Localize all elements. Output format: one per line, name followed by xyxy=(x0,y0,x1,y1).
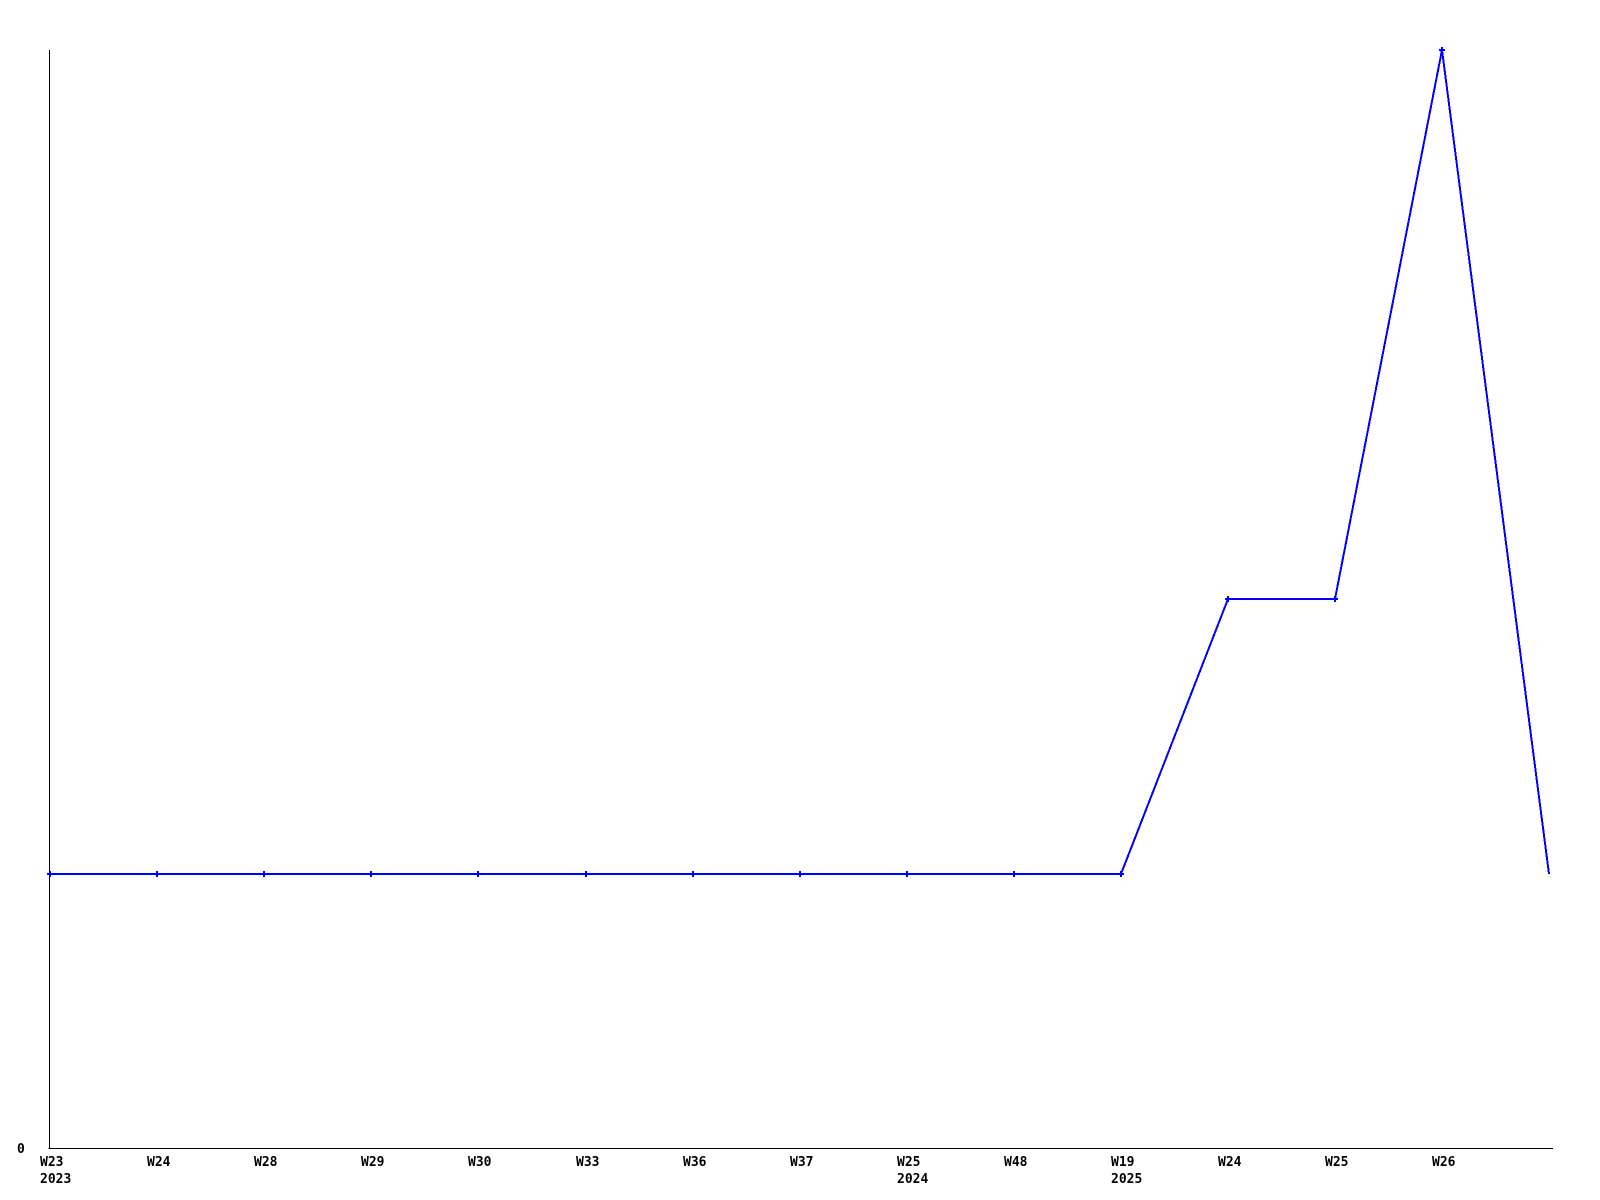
data-line xyxy=(50,49,1550,875)
data-point-marker xyxy=(475,871,481,877)
x-tick-label: W36 xyxy=(683,1155,707,1170)
data-point-marker xyxy=(368,871,374,877)
data-point-marker xyxy=(1011,871,1017,877)
x-year-label: 2023 xyxy=(40,1172,72,1187)
data-point-marker xyxy=(261,871,267,877)
data-point-marker xyxy=(797,871,803,877)
data-point-marker xyxy=(1439,47,1445,53)
data-point-marker xyxy=(583,871,589,877)
y-axis-zero-label: 0 xyxy=(17,1142,25,1157)
data-point-marker xyxy=(904,871,910,877)
x-tick-label: W30 xyxy=(468,1155,492,1170)
data-point-marker xyxy=(47,871,53,877)
x-tick-label: W28 xyxy=(254,1155,278,1170)
x-tick-label: W19 xyxy=(1111,1155,1135,1170)
data-point-marker xyxy=(1225,596,1231,602)
x-tick-label: W25 xyxy=(1325,1155,1349,1170)
x-tick-label: W48 xyxy=(1004,1155,1028,1170)
data-point-marker xyxy=(690,871,696,877)
x-tick-label: W25 xyxy=(897,1155,921,1170)
x-tick-label: W23 xyxy=(40,1155,64,1170)
data-point-marker xyxy=(1332,596,1338,602)
x-tick-label: W29 xyxy=(361,1155,385,1170)
x-year-label: 2025 xyxy=(1111,1172,1143,1187)
x-tick-label: W24 xyxy=(147,1155,171,1170)
x-year-label: 2024 xyxy=(897,1172,929,1187)
x-tick-label: W24 xyxy=(1218,1155,1242,1170)
data-point-marker xyxy=(154,871,160,877)
x-tick-label: W37 xyxy=(790,1155,814,1170)
x-tick-label: W33 xyxy=(576,1155,600,1170)
x-tick-label: W26 xyxy=(1432,1155,1456,1170)
data-point-marker xyxy=(1118,871,1124,877)
